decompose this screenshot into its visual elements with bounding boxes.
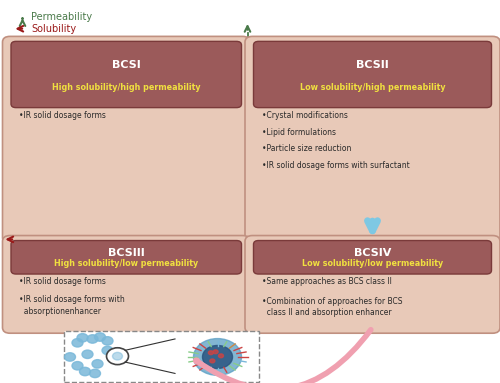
Circle shape [112, 352, 122, 360]
FancyBboxPatch shape [254, 241, 492, 274]
FancyBboxPatch shape [2, 236, 250, 333]
Text: •IR solid dosage forms: •IR solid dosage forms [19, 111, 106, 119]
FancyBboxPatch shape [254, 41, 492, 108]
Text: Low solubility/low permeability: Low solubility/low permeability [302, 259, 443, 268]
Circle shape [77, 334, 88, 342]
Circle shape [202, 345, 232, 368]
Circle shape [64, 353, 76, 361]
Circle shape [72, 362, 83, 370]
Text: BCSIV: BCSIV [354, 248, 391, 258]
Text: •Combination of approaches for BCS
  class II and absorption enhancer: •Combination of approaches for BCS class… [262, 297, 402, 317]
FancyBboxPatch shape [11, 241, 241, 274]
FancyBboxPatch shape [245, 36, 500, 243]
Circle shape [90, 369, 101, 378]
Text: •IR solid dosage forms with
  absorptionenhancer: •IR solid dosage forms with absorptionen… [19, 296, 125, 316]
Text: High solubility/high permeability: High solubility/high permeability [52, 83, 201, 92]
Text: •Lipid formulations: •Lipid formulations [262, 128, 336, 136]
Circle shape [213, 350, 218, 354]
FancyArrowPatch shape [196, 330, 371, 383]
Text: Low solubility/high permeability: Low solubility/high permeability [300, 83, 446, 92]
Circle shape [194, 339, 242, 375]
Circle shape [92, 360, 103, 368]
Text: •IR solid dosage forms with surfactant: •IR solid dosage forms with surfactant [262, 161, 409, 170]
Text: BCSI: BCSI [112, 59, 140, 70]
Circle shape [218, 354, 224, 358]
Text: •Particle size reduction: •Particle size reduction [262, 144, 351, 153]
Text: BCSII: BCSII [356, 59, 389, 70]
Circle shape [72, 339, 83, 347]
Text: •Same approaches as BCS class II: •Same approaches as BCS class II [262, 277, 392, 286]
FancyBboxPatch shape [11, 41, 241, 108]
Circle shape [102, 337, 113, 345]
FancyBboxPatch shape [245, 236, 500, 333]
Text: High solubility/low permeability: High solubility/low permeability [54, 259, 199, 268]
Circle shape [208, 351, 214, 355]
Circle shape [106, 348, 128, 365]
Text: •Crystal modifications: •Crystal modifications [262, 111, 348, 119]
Text: •IR solid dosage forms: •IR solid dosage forms [19, 277, 106, 286]
Text: Permeability: Permeability [31, 12, 92, 22]
Circle shape [102, 346, 113, 355]
Circle shape [94, 333, 106, 341]
Circle shape [210, 359, 215, 363]
Circle shape [82, 350, 93, 358]
Circle shape [87, 335, 98, 343]
FancyBboxPatch shape [2, 36, 250, 243]
Text: Solubility: Solubility [31, 24, 76, 34]
Text: BCSIII: BCSIII [108, 248, 144, 258]
Circle shape [80, 367, 90, 376]
FancyBboxPatch shape [64, 331, 258, 382]
